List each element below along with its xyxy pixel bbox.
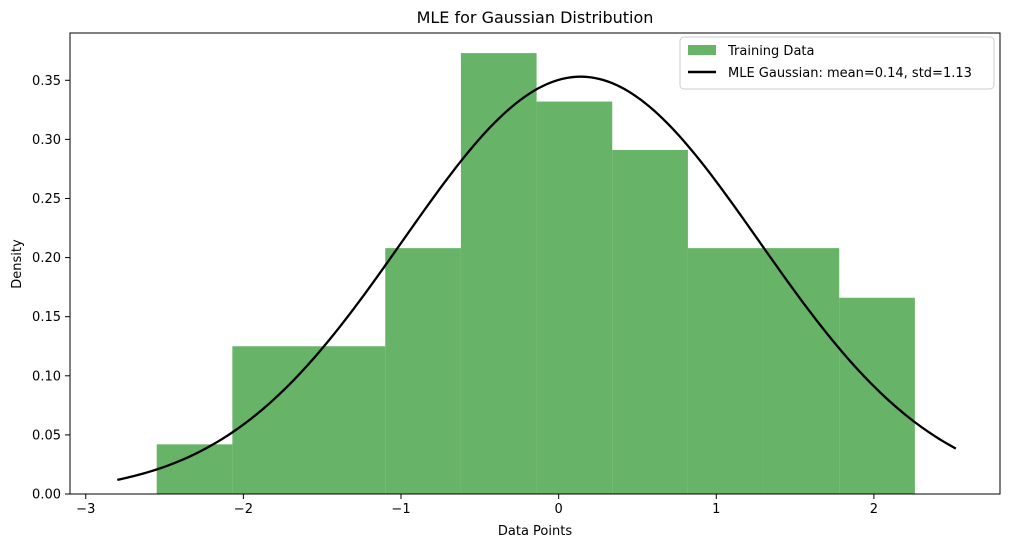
y-tick-label: 0.10 [32,369,61,384]
chart-title: MLE for Gaussian Distribution [417,8,654,27]
y-tick-label: 0.05 [32,428,61,443]
histogram-bar [308,346,386,494]
y-tick-label: 0.35 [32,74,61,89]
x-tick-label: −3 [76,502,95,517]
histogram-bar [839,297,915,494]
x-tick-label: −1 [391,502,410,517]
x-tick-label: 2 [870,502,878,517]
histogram-bar [385,248,461,494]
legend: Training Data MLE Gaussian: mean=0.14, s… [679,36,995,90]
histogram-bar [536,101,613,495]
gaussian-curve-line [117,75,957,481]
histogram-bar [687,248,764,494]
gaussian-curve-layer [117,75,957,481]
x-tick-label: 1 [712,502,720,517]
histogram-bar [156,444,233,494]
histogram-bar [232,346,309,494]
legend-swatch-training-data [688,45,716,55]
y-tick-label: 0.20 [32,251,61,266]
plot-frame [69,32,1001,495]
legend-label-mle-gaussian: MLE Gaussian: mean=0.14, std=1.13 [728,66,972,81]
y-tick-label: 0.25 [32,192,61,207]
histogram-bar [763,248,840,494]
y-axis-label: Density [10,239,25,289]
legend-box [679,36,995,90]
y-axis-ticks: 0.00 0.05 0.10 0.15 0.20 0.25 0.30 0.35 [32,74,70,503]
x-axis-ticks: −3 −2 −1 0 1 2 [76,494,878,517]
y-tick-label: 0.00 [32,488,61,503]
x-axis-label: Data Points [498,524,572,539]
legend-label-training-data: Training Data [727,44,814,59]
x-tick-label: 0 [555,502,563,517]
histogram-bars [156,53,915,495]
histogram-bar [612,150,688,494]
y-tick-label: 0.15 [32,310,61,325]
x-tick-label: −2 [234,502,253,517]
histogram-bar [460,53,537,494]
y-tick-label: 0.30 [32,133,61,148]
